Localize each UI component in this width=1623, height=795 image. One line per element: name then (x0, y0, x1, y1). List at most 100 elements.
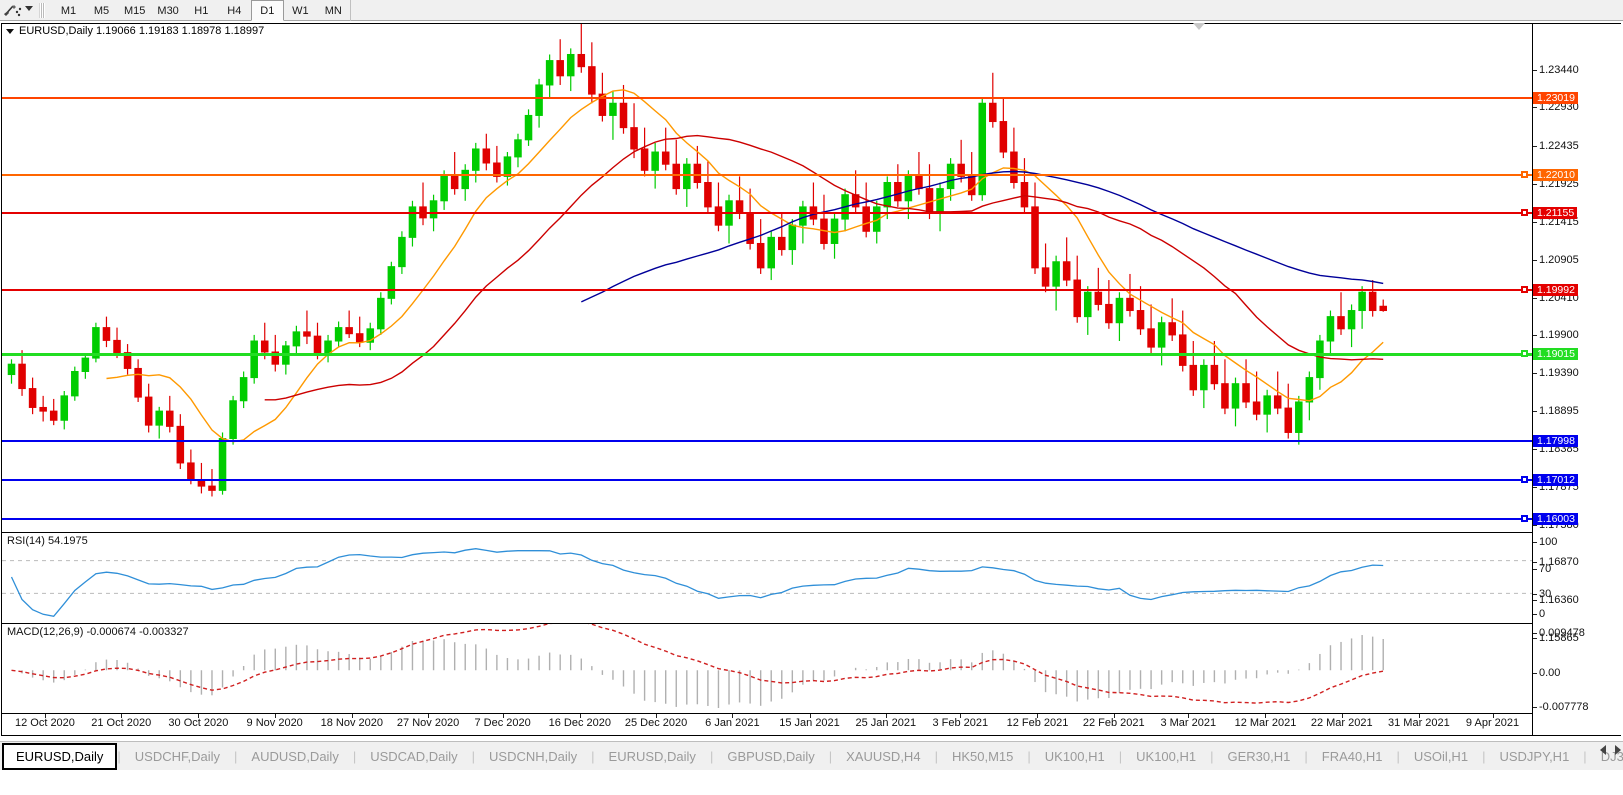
chart-window: EURUSD,Daily 1.19066 1.19183 1.18978 1.1… (1, 23, 1621, 736)
axis-tick (1533, 569, 1537, 570)
chart-tab[interactable]: AUDUSD,Daily (251, 748, 339, 764)
chart-tabs: EURUSD,Daily | USDCHF,Daily | AUDUSD,Daily | U… (0, 741, 1623, 770)
level-price-tag[interactable]: 1.16003 (1533, 513, 1578, 525)
chart-tab[interactable]: EURUSD,Daily (608, 748, 696, 764)
level-price-tag[interactable]: 1.23019 (1533, 92, 1578, 104)
level-line[interactable] (2, 353, 1532, 356)
tab-separator: | (709, 748, 714, 764)
rsi-tick-label: 70 (1539, 563, 1552, 575)
toolbar-grip[interactable] (39, 3, 45, 18)
axis-tick (1533, 542, 1537, 543)
scale-divider (1532, 24, 1533, 735)
axis-tick (1533, 600, 1537, 601)
scroll-left-icon[interactable] (1600, 745, 1606, 755)
level-price-tag[interactable]: 1.19992 (1533, 284, 1578, 296)
tab-separator: | (1210, 748, 1214, 764)
time-axis-tick (1188, 714, 1190, 718)
price-tick-label: 1.15865 (1539, 632, 1579, 644)
level-line[interactable] (2, 518, 1532, 520)
chart-tab[interactable]: GER30,H1 (1227, 748, 1291, 764)
level-price-tag[interactable]: 1.19015 (1533, 348, 1578, 360)
axis-tick (1533, 525, 1537, 526)
timeframe-mn[interactable]: MN (324, 4, 342, 17)
axis-tick (1533, 638, 1537, 639)
axis-tick (1533, 146, 1537, 147)
chart-tab[interactable]: USDJPY,H1 (1499, 748, 1570, 764)
rsi-tick-label: 100 (1539, 536, 1558, 548)
level-line[interactable] (2, 97, 1532, 99)
level-line[interactable] (2, 212, 1532, 214)
crosshair-draw-icon[interactable] (3, 3, 23, 18)
timeframe-m15[interactable]: M15 (124, 4, 146, 17)
level-line[interactable] (2, 289, 1532, 291)
level-handle[interactable] (1521, 515, 1528, 522)
rsi-pane[interactable]: RSI(14) 54.1975 (2, 532, 1532, 621)
chart-tab[interactable]: USOil,H1 (1413, 748, 1469, 764)
time-axis-label: 30 Oct 2020 (168, 717, 229, 729)
chart-tab[interactable]: UK100,H1 (1136, 748, 1197, 764)
time-axis-label: 12 Feb 2021 (1006, 717, 1069, 729)
tab-separator: | (471, 748, 476, 764)
chart-menu-caret-icon[interactable] (6, 28, 14, 34)
time-axis[interactable]: 12 Oct 2020 21 Oct 2020 30 Oct 2020 9 Nov 2… (2, 713, 1532, 736)
level-line[interactable] (2, 174, 1532, 176)
price-tick-label: 1.16870 (1539, 556, 1579, 568)
level-handle[interactable] (1521, 286, 1528, 293)
level-handle[interactable] (1521, 171, 1528, 178)
axis-tick (1533, 633, 1537, 634)
timeframe-h1[interactable]: H1 (194, 4, 209, 17)
tab-separator: | (1304, 748, 1308, 764)
time-axis-tick (351, 714, 353, 718)
timeframe-h4[interactable]: H4 (227, 4, 242, 17)
time-axis-tick (579, 714, 581, 718)
chart-tab[interactable]: GBPUSD,Daily (727, 748, 815, 764)
tab-separator: | (1396, 748, 1400, 764)
timeframe-toolbar: M1 M5 M15 M30 H1 H4 D1 W1 MN (0, 0, 1623, 21)
window-collapse-icon[interactable] (1193, 23, 1205, 30)
level-handle[interactable] (1521, 476, 1528, 483)
time-axis-label: 15 Jan 2021 (779, 717, 840, 729)
macd-pane[interactable]: MACD(12,26,9) -0.000674 -0.003327 (2, 623, 1532, 712)
tab-separator: | (1583, 748, 1587, 764)
chart-tab[interactable]: USDCHF,Daily (134, 748, 221, 764)
price-tick-label: 1.18895 (1539, 405, 1579, 417)
level-handle[interactable] (1521, 350, 1528, 357)
level-line[interactable] (2, 479, 1532, 481)
macd-tick-label: 0.00 (1539, 667, 1561, 679)
tab-separator: | (1027, 748, 1031, 764)
chevron-down-icon[interactable] (25, 6, 33, 11)
chart-tab[interactable]: FRA40,H1 (1321, 748, 1383, 764)
level-price-tag[interactable]: 1.17012 (1533, 474, 1578, 486)
axis-tick (1533, 260, 1537, 261)
price-pane[interactable]: EURUSD,Daily 1.19066 1.19183 1.18978 1.1… (2, 24, 1532, 530)
timeframe-w1[interactable]: W1 (292, 4, 309, 17)
time-axis-label: 21 Oct 2020 (91, 717, 152, 729)
tab-separator: | (828, 748, 833, 764)
chart-tab[interactable]: USDCNH,Daily (489, 748, 578, 764)
macd-tick-label: 0.009478 (1539, 627, 1585, 639)
axis-tick (1533, 594, 1537, 595)
time-axis-label: 12 Oct 2020 (14, 717, 75, 729)
chart-tab[interactable]: HK50,M15 (951, 748, 1014, 764)
chart-tab[interactable]: USDCAD,Daily (370, 748, 458, 764)
timeframe-m1[interactable]: M1 (60, 4, 77, 17)
level-price-tag[interactable]: 1.22010 (1533, 169, 1578, 181)
level-line[interactable] (2, 440, 1532, 442)
chart-tab[interactable]: UK100,H1 (1044, 748, 1105, 764)
level-price-tag[interactable]: 1.21155 (1533, 207, 1578, 219)
price-scale[interactable]: 1.23440 1.22930 1.22435 1.21925 1.21415 1.209… (1533, 24, 1621, 735)
timeframe-m5[interactable]: M5 (93, 4, 110, 17)
level-price-tag[interactable]: 1.17998 (1533, 435, 1578, 447)
timeframe-m30[interactable]: M30 (157, 4, 179, 17)
axis-tick (1533, 707, 1537, 708)
axis-tick (1533, 107, 1537, 108)
tab-separator: | (1118, 748, 1123, 764)
scroll-right-icon[interactable] (1615, 745, 1621, 755)
axis-tick (1533, 222, 1537, 223)
chart-tab-active[interactable]: EURUSD,Daily (2, 743, 118, 770)
chart-header: EURUSD,Daily 1.19066 1.19183 1.18978 1.1… (2, 24, 264, 38)
timeframe-d1[interactable]: D1 (250, 0, 284, 21)
chart-tab[interactable]: XAUUSD,H4 (846, 748, 921, 764)
level-handle[interactable] (1521, 209, 1528, 216)
axis-tick (1533, 70, 1537, 71)
